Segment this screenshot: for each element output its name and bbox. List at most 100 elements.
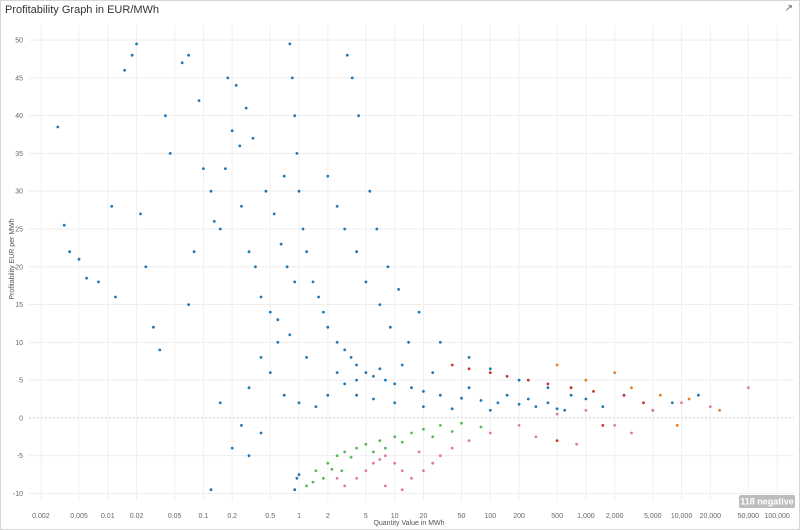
data-point [438, 454, 442, 458]
data-point [97, 280, 100, 284]
data-point [622, 393, 626, 397]
data-point [355, 250, 358, 254]
y-axis-ticks: -10 -5 0 5 10 15 20 25 30 35 40 45 50 [13, 38, 23, 498]
data-point [311, 280, 315, 284]
data-point [268, 371, 272, 374]
data-point [343, 227, 347, 231]
data-point [187, 53, 191, 57]
data-point [697, 393, 700, 397]
data-point [410, 386, 413, 390]
data-point [505, 374, 509, 378]
negative-count-badge[interactable]: 118 negative [739, 495, 795, 508]
data-point [630, 431, 633, 435]
x-tick-label: 0.5 [265, 513, 275, 520]
data-point [450, 407, 454, 411]
data-point [158, 348, 162, 352]
data-point [747, 386, 750, 390]
data-point [378, 367, 382, 371]
data-point [467, 439, 471, 442]
chart-title: Profitability Graph in EUR/MWh [5, 4, 160, 16]
data-point [226, 76, 230, 80]
data-point [187, 303, 191, 306]
data-point [584, 378, 588, 382]
data-point [417, 310, 421, 314]
data-point [368, 189, 372, 193]
data-point [326, 174, 330, 178]
data-point [718, 408, 721, 412]
data-points [56, 42, 750, 492]
data-point [240, 424, 243, 427]
data-point [295, 152, 299, 155]
data-point [517, 424, 521, 427]
data-point [384, 454, 387, 458]
x-axis-ticks: 0.002 0.005 0.01 0.02 0.05 0.1 0.2 0.5 1 2 5 10 20 50… [32, 513, 790, 520]
data-point [343, 348, 347, 352]
data-point [708, 405, 712, 408]
y-tick-label: 15 [15, 302, 23, 309]
data-point [630, 386, 633, 390]
data-point [488, 371, 492, 374]
data-point [687, 397, 691, 401]
data-point [460, 396, 463, 400]
popout-icon[interactable]: ↗ [784, 3, 793, 14]
data-point [375, 227, 379, 231]
data-point [613, 371, 617, 374]
data-point [240, 204, 243, 208]
data-point [180, 61, 184, 65]
data-point [218, 227, 222, 231]
data-point [285, 265, 289, 269]
data-point [517, 378, 521, 382]
data-point [410, 476, 413, 480]
data-point [467, 356, 471, 359]
data-point [355, 446, 358, 450]
x-tick-label: 0.2 [227, 513, 237, 520]
data-point [350, 76, 354, 80]
data-point [467, 386, 471, 390]
data-point [152, 325, 155, 329]
x-tick-label: 0.1 [199, 513, 209, 520]
data-point [343, 450, 347, 454]
data-point [407, 340, 410, 344]
data-point [431, 435, 435, 439]
data-point [305, 250, 308, 254]
data-point [526, 397, 530, 401]
data-point [259, 431, 263, 435]
data-point [293, 280, 297, 284]
y-tick-label: -10 [13, 491, 23, 498]
x-tick-label: 5,000 [644, 513, 662, 520]
data-point [364, 469, 368, 473]
x-tick-label: 2 [326, 513, 330, 520]
data-point [601, 405, 605, 408]
data-point [613, 424, 617, 427]
data-point [438, 424, 442, 427]
data-point [438, 393, 442, 397]
y-axis-label: Profitability EUR per MWh [9, 218, 16, 299]
data-point [254, 265, 257, 269]
data-point [467, 367, 471, 371]
data-point [135, 42, 139, 46]
data-point [488, 367, 492, 371]
data-point [340, 469, 344, 473]
data-point [293, 488, 297, 492]
x-axis-label: Quantity Value in MWh [373, 520, 444, 527]
data-point [372, 450, 375, 454]
data-point [364, 280, 368, 284]
data-point [322, 476, 325, 480]
data-point [422, 405, 425, 408]
data-point [279, 242, 283, 246]
data-point [330, 467, 334, 471]
data-point [450, 363, 454, 367]
data-point [110, 204, 114, 208]
data-point [555, 363, 559, 367]
data-point [355, 476, 358, 480]
data-point [230, 129, 234, 133]
data-point [400, 488, 404, 492]
data-point [343, 484, 347, 488]
grid-lines [29, 25, 794, 501]
data-point [85, 276, 88, 280]
y-tick-label: 30 [15, 189, 23, 196]
data-point [77, 257, 81, 261]
data-point [276, 318, 280, 322]
y-tick-label: 45 [15, 75, 23, 82]
